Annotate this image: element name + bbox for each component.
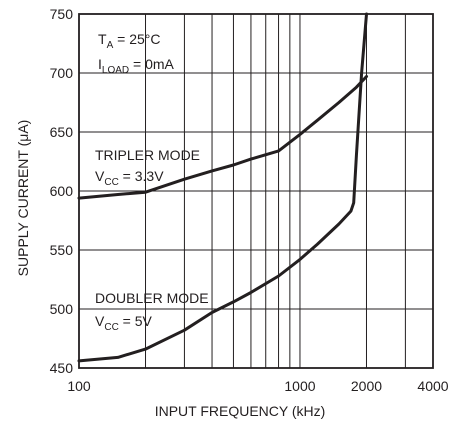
doubler-mode-curve: [77, 12, 368, 363]
x-tick-label: 4000: [417, 378, 448, 394]
y-tick-label: 600: [50, 183, 74, 199]
y-tick-label: 550: [50, 242, 74, 258]
conditions-temperature: TA = 25°C: [98, 31, 160, 51]
series-lines: [77, 12, 368, 363]
tripler-vcc-label: VCC = 3.3V: [95, 168, 164, 188]
y-tick-label: 750: [50, 6, 74, 22]
y-tick-label: 700: [50, 65, 74, 81]
tripler-mode-label: TRIPLER MODE: [95, 147, 200, 163]
tripler-mode-curve: [77, 75, 368, 200]
conditions-load: ILOAD = 0mA: [98, 56, 175, 76]
y-axis-title: SUPPLY CURRENT (μA): [15, 120, 31, 277]
x-axis-title: INPUT FREQUENCY (kHz): [155, 403, 326, 419]
plot-frame: [78, 13, 434, 369]
doubler-vcc-label: VCC = 5V: [95, 313, 153, 333]
x-tick-label: 100: [67, 378, 91, 394]
grid-lines: [79, 14, 433, 368]
y-tick-label: 450: [50, 360, 74, 376]
tick-labels: 450 500 550 600 650 700 750 100 1000 2000 4000: [50, 6, 449, 394]
doubler-mode-label: DOUBLER MODE: [95, 290, 209, 306]
y-tick-label: 500: [50, 301, 74, 317]
x-tick-label: 2000: [351, 378, 382, 394]
x-tick-label: 1000: [284, 378, 315, 394]
y-tick-label: 650: [50, 124, 74, 140]
